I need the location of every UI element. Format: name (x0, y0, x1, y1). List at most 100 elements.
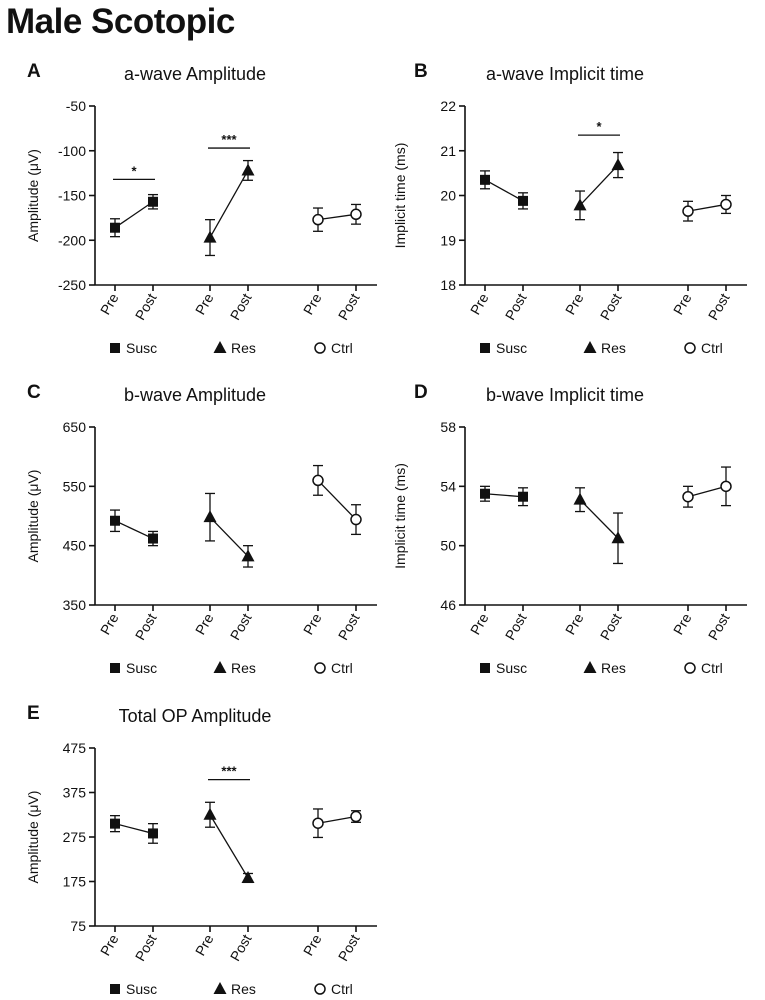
chart-title: Total OP Amplitude (119, 706, 272, 726)
y-tick-label: 175 (63, 874, 87, 890)
x-tick-label-res: Post (227, 610, 255, 642)
y-axis-label: Amplitude (μV) (25, 470, 41, 563)
data-point-res-post (241, 549, 255, 562)
legend-label-ctrl: Ctrl (331, 340, 353, 356)
y-tick-label: 21 (440, 143, 456, 159)
chart-title: b-wave Implicit time (486, 385, 644, 405)
x-tick-label-susc: Post (132, 610, 160, 642)
x-tick-label-ctrl: Pre (300, 290, 325, 317)
legend-label-susc: Susc (126, 981, 157, 997)
series-line-susc (484, 493, 524, 498)
x-tick-label-ctrl: Pre (300, 610, 325, 637)
panel-letter: A (27, 61, 41, 82)
series-line-susc (114, 520, 154, 540)
figure-title: Male Scotopic (6, 2, 235, 41)
legend-marker-ctrl (314, 983, 326, 995)
y-tick-label: 20 (440, 188, 456, 204)
legend-marker-res (213, 341, 227, 353)
legend-marker-susc (110, 984, 120, 994)
x-tick-label-res: Pre (562, 290, 587, 317)
legend-label-ctrl: Ctrl (331, 660, 353, 676)
x-tick-label-ctrl: Post (705, 290, 733, 322)
legend-marker-res (213, 661, 227, 673)
x-tick-label-res: Pre (192, 290, 217, 317)
series-line-res (209, 814, 249, 879)
x-tick-label-susc: Post (502, 610, 530, 642)
legend-marker-res (583, 341, 597, 353)
legend-marker-susc (480, 343, 490, 353)
legend-label-res: Res (231, 660, 256, 676)
chart-panel-e: E Total OP Amplitude 475 375 275 175 75 Amplitu… (25, 703, 377, 997)
x-tick-label-res: Post (227, 931, 255, 963)
legend-marker-susc (110, 343, 120, 353)
x-tick-label-res: Post (227, 290, 255, 322)
x-tick-label-ctrl: Pre (670, 610, 695, 637)
legend-marker-susc (480, 663, 490, 673)
chart-title: a-wave Implicit time (486, 64, 644, 84)
y-axis-label: Implicit time (ms) (392, 143, 408, 249)
data-point-susc-post (148, 196, 158, 207)
y-tick-label: 54 (440, 478, 456, 494)
x-tick-label-susc: Pre (467, 610, 492, 637)
legend-label-ctrl: Ctrl (701, 660, 723, 676)
legend-marker-res (213, 982, 227, 994)
y-tick-label: -50 (66, 98, 86, 114)
x-tick-label-ctrl: Post (335, 290, 363, 322)
x-tick-label-susc: Pre (97, 290, 122, 317)
y-tick-label: 450 (63, 538, 87, 554)
y-tick-label: 19 (440, 232, 456, 248)
x-tick-label-susc: Post (132, 931, 160, 963)
series-line-res (209, 516, 249, 557)
series-line-ctrl (687, 485, 727, 498)
x-tick-label-susc: Pre (97, 931, 122, 958)
data-point-ctrl-pre (312, 474, 324, 487)
data-point-ctrl-post (350, 208, 362, 221)
data-point-ctrl-pre (312, 213, 324, 226)
data-point-susc-post (148, 533, 158, 544)
y-tick-label: 50 (440, 538, 456, 554)
significance-label: *** (221, 132, 237, 147)
legend-label-ctrl: Ctrl (331, 981, 353, 997)
data-point-res-post (241, 163, 255, 176)
legend-label-res: Res (231, 340, 256, 356)
data-point-ctrl-post (720, 198, 732, 211)
y-tick-label: 22 (440, 98, 456, 114)
x-tick-label-susc: Pre (97, 610, 122, 637)
data-point-susc-post (518, 491, 528, 502)
legend-marker-ctrl (314, 662, 326, 674)
legend-marker-ctrl (314, 342, 326, 354)
x-tick-label-susc: Post (132, 290, 160, 322)
data-point-ctrl-post (350, 810, 362, 823)
panel-letter: D (414, 382, 428, 403)
series-line-res (579, 164, 619, 206)
data-point-susc-pre (110, 222, 120, 233)
data-point-res-post (611, 158, 625, 171)
x-tick-label-res: Post (597, 290, 625, 322)
legend-marker-susc (110, 663, 120, 673)
x-tick-label-ctrl: Post (335, 610, 363, 642)
legend-label-res: Res (231, 981, 256, 997)
x-tick-label-ctrl: Post (705, 610, 733, 642)
significance-label: * (596, 119, 602, 134)
data-point-susc-pre (480, 488, 490, 499)
legend-marker-res (583, 661, 597, 673)
data-point-res-pre (203, 230, 217, 243)
x-tick-label-res: Pre (192, 610, 217, 637)
y-tick-label: 375 (63, 785, 87, 801)
panel-letter: C (27, 382, 41, 403)
y-tick-label: 46 (440, 597, 456, 613)
series-line-susc (114, 823, 154, 835)
legend-label-res: Res (601, 340, 626, 356)
series-line-ctrl (317, 815, 357, 824)
data-point-res-post (241, 870, 255, 883)
legend-label-susc: Susc (496, 660, 527, 676)
series-line-res (579, 499, 619, 539)
x-tick-label-res: Pre (562, 610, 587, 637)
significance-label: * (131, 163, 137, 178)
x-tick-label-res: Post (597, 610, 625, 642)
